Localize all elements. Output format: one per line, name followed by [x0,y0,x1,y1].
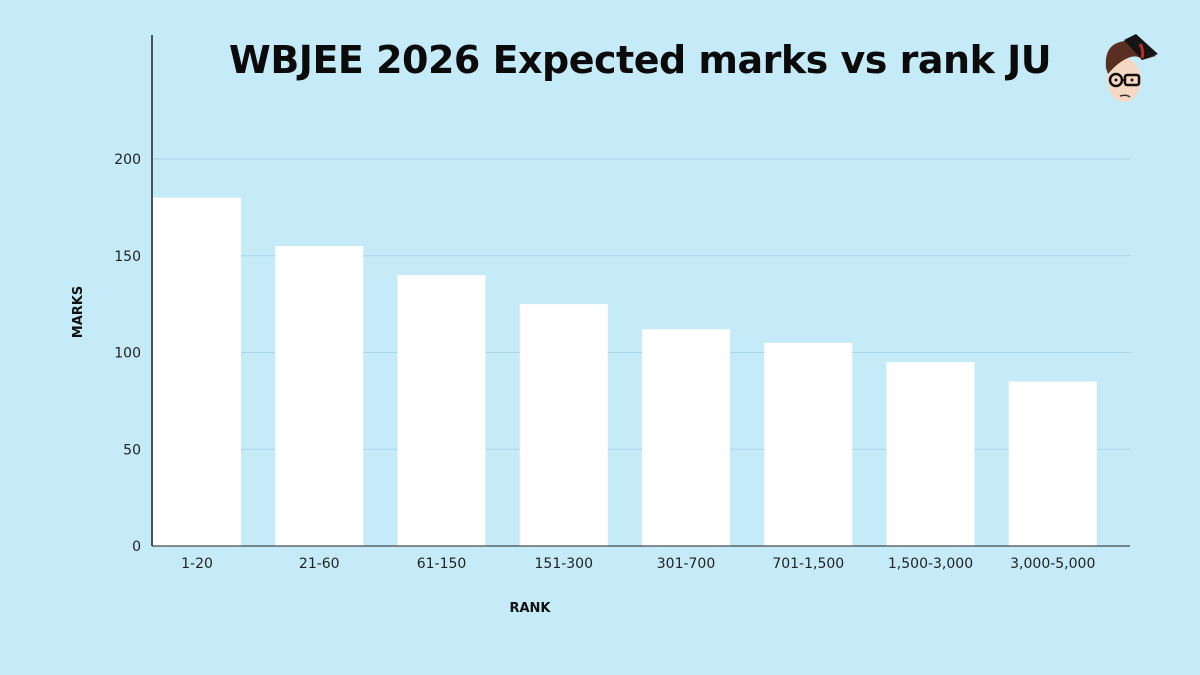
x-tick-label: 21-60 [299,556,340,572]
x-tick-label: 61-150 [417,556,467,572]
x-tick-label: 301-700 [657,556,716,572]
y-tick-label: 50 [123,442,141,458]
bar [642,329,730,546]
x-tick-label: 1,500-3,000 [888,556,973,572]
x-tick-label: 1-20 [181,556,213,572]
x-axis-label: RANK [509,601,551,616]
chart-title: WBJEE 2026 Expected marks vs rank JU [228,38,1052,82]
bar [275,246,364,546]
bar [886,362,975,546]
bar [153,197,241,546]
bar [397,275,486,546]
y-tick-label: 150 [114,249,141,265]
x-tick-label: 3,000-5,000 [1010,556,1095,572]
y-tick-label: 0 [132,539,141,555]
x-tick-label: 701-1,500 [772,556,844,572]
cartoon-student-face-logo [1105,34,1158,102]
y-tick-label: 200 [114,152,141,168]
bar [1008,381,1097,546]
x-tick-label: 151-300 [535,556,594,572]
bar [764,342,853,546]
bar [519,304,608,546]
y-tick-label: 100 [114,346,141,362]
y-axis-label: MARKS [71,286,86,338]
